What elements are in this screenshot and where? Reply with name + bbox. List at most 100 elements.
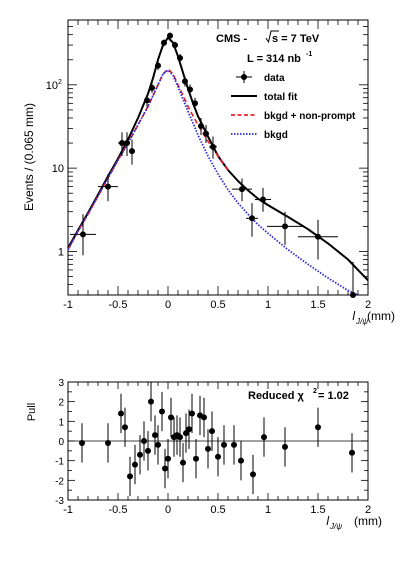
data-marker (260, 196, 266, 203)
pull-point (205, 429, 211, 469)
pull-y-tick-label: 1 (58, 417, 64, 428)
pull-point (168, 397, 174, 438)
pull-x-tick-label: 1.5 (310, 504, 325, 516)
pull-marker (205, 445, 211, 452)
pull-axis-ticks (67, 381, 369, 501)
pull-marker (155, 441, 161, 448)
x-tick-label: 1 (265, 299, 271, 311)
pull-axis-title: Pull (26, 403, 38, 421)
energy-label: s = 7 TeV (272, 33, 320, 45)
data-marker (167, 32, 173, 39)
data-point (161, 39, 167, 47)
data-marker (172, 42, 178, 49)
pull-data-points (79, 382, 355, 497)
reduced-chi2-label: Reduced χ 2 = 1.02 (248, 388, 349, 402)
x-axis-title-symbol: l (352, 309, 355, 323)
data-point (246, 203, 258, 237)
y-axis-title: Events / (0.065 mm) (22, 103, 36, 211)
legend-entry: bkgd (231, 130, 288, 141)
pull-point (193, 439, 199, 479)
pull-marker (180, 459, 186, 466)
top-axis-ticks (67, 19, 369, 296)
pull-x-tick-label: 0 (165, 504, 171, 516)
data-marker (124, 140, 130, 147)
pull-marker (137, 451, 143, 458)
data-point (129, 139, 135, 165)
pull-x-tick-label: 1 (265, 504, 271, 516)
data-marker (210, 143, 216, 150)
x-tick-label: 1.5 (310, 299, 325, 311)
pull-y-tick-label: -2 (55, 476, 64, 487)
pull-marker (315, 424, 321, 431)
data-point (298, 219, 338, 260)
pull-point (209, 411, 215, 451)
data-point (203, 124, 209, 144)
pull-marker (79, 439, 85, 446)
pull-marker (148, 398, 154, 405)
pull-point (315, 407, 321, 447)
data-marker (282, 223, 288, 230)
x-axis-title-top: l J/ψ (mm) (352, 309, 395, 326)
data-point (177, 53, 183, 63)
x-axis-title-unit: (mm) (367, 309, 395, 323)
legend-entry: bkgd + non-prompt (231, 111, 356, 122)
data-marker (105, 183, 111, 190)
data-marker (129, 148, 135, 155)
chi2-value: = 1.02 (318, 390, 349, 402)
legend-label: bkgd (264, 130, 288, 141)
data-marker (155, 62, 161, 69)
data-point (267, 211, 303, 245)
pull-marker (165, 455, 171, 462)
total-fit-curve (67, 36, 369, 281)
data-marker (203, 130, 209, 137)
data-marker (198, 123, 204, 130)
sqrt-symbol (265, 30, 279, 44)
y-tick-label: 1 (58, 246, 64, 258)
pull-point (152, 415, 158, 455)
experiment-name: CMS - (216, 33, 248, 45)
pull-marker (118, 410, 124, 417)
data-marker (315, 233, 321, 240)
pull-point (177, 417, 183, 457)
data-point (345, 261, 361, 298)
pull-marker (141, 438, 147, 444)
pull-marker (105, 439, 111, 446)
bottom-panel: -1 -0.5 0 0.5 1 1.5 2 -3 -2 -1 0 1 2 3 Pull Reduced χ… (26, 378, 382, 531)
data-point (209, 136, 217, 159)
pull-x-tick-label: 2 (365, 504, 371, 516)
x-tick-label: 2 (365, 299, 371, 311)
legend-entry: total fit (231, 92, 298, 103)
pull-y-tick-label: 2 (58, 398, 64, 409)
x-tick-label: -1 (63, 299, 73, 311)
pull-point (122, 407, 128, 447)
pull-marker (145, 447, 151, 454)
pull-x-title-unit: (mm) (354, 514, 382, 528)
top-data-points (70, 32, 361, 298)
legend-label: data (264, 73, 285, 84)
data-marker (149, 84, 155, 91)
pull-marker (162, 465, 168, 472)
data-marker (177, 54, 183, 61)
pull-x-tick-label: -0.5 (109, 504, 128, 516)
legend-label: total fit (264, 92, 298, 103)
pull-x-title-subscript: J/ψ (329, 522, 342, 531)
pull-tick-labels: -1 -0.5 0 0.5 1 1.5 2 -3 -2 -1 0 1 2 3 (55, 378, 371, 516)
data-point (167, 32, 173, 39)
bkgd-curve (67, 69, 359, 296)
data-marker (350, 292, 356, 298)
x-axis-title-bottom: l J/ψ (mm) (326, 514, 382, 531)
pull-marker (261, 434, 267, 441)
pull-point (148, 382, 154, 422)
pull-point (118, 393, 124, 434)
pull-point (215, 437, 221, 477)
chi2-exponent: 2 (313, 388, 317, 395)
pull-x-tick-label: 0.5 (210, 504, 225, 516)
pull-point (231, 425, 237, 465)
lumi-label: L = 314 nb (247, 53, 301, 65)
pull-point (221, 425, 227, 465)
data-point (144, 94, 150, 107)
data-marker (249, 215, 255, 222)
pull-point (261, 417, 267, 457)
pull-point (349, 433, 355, 473)
pull-x-title-symbol: l (326, 514, 329, 528)
